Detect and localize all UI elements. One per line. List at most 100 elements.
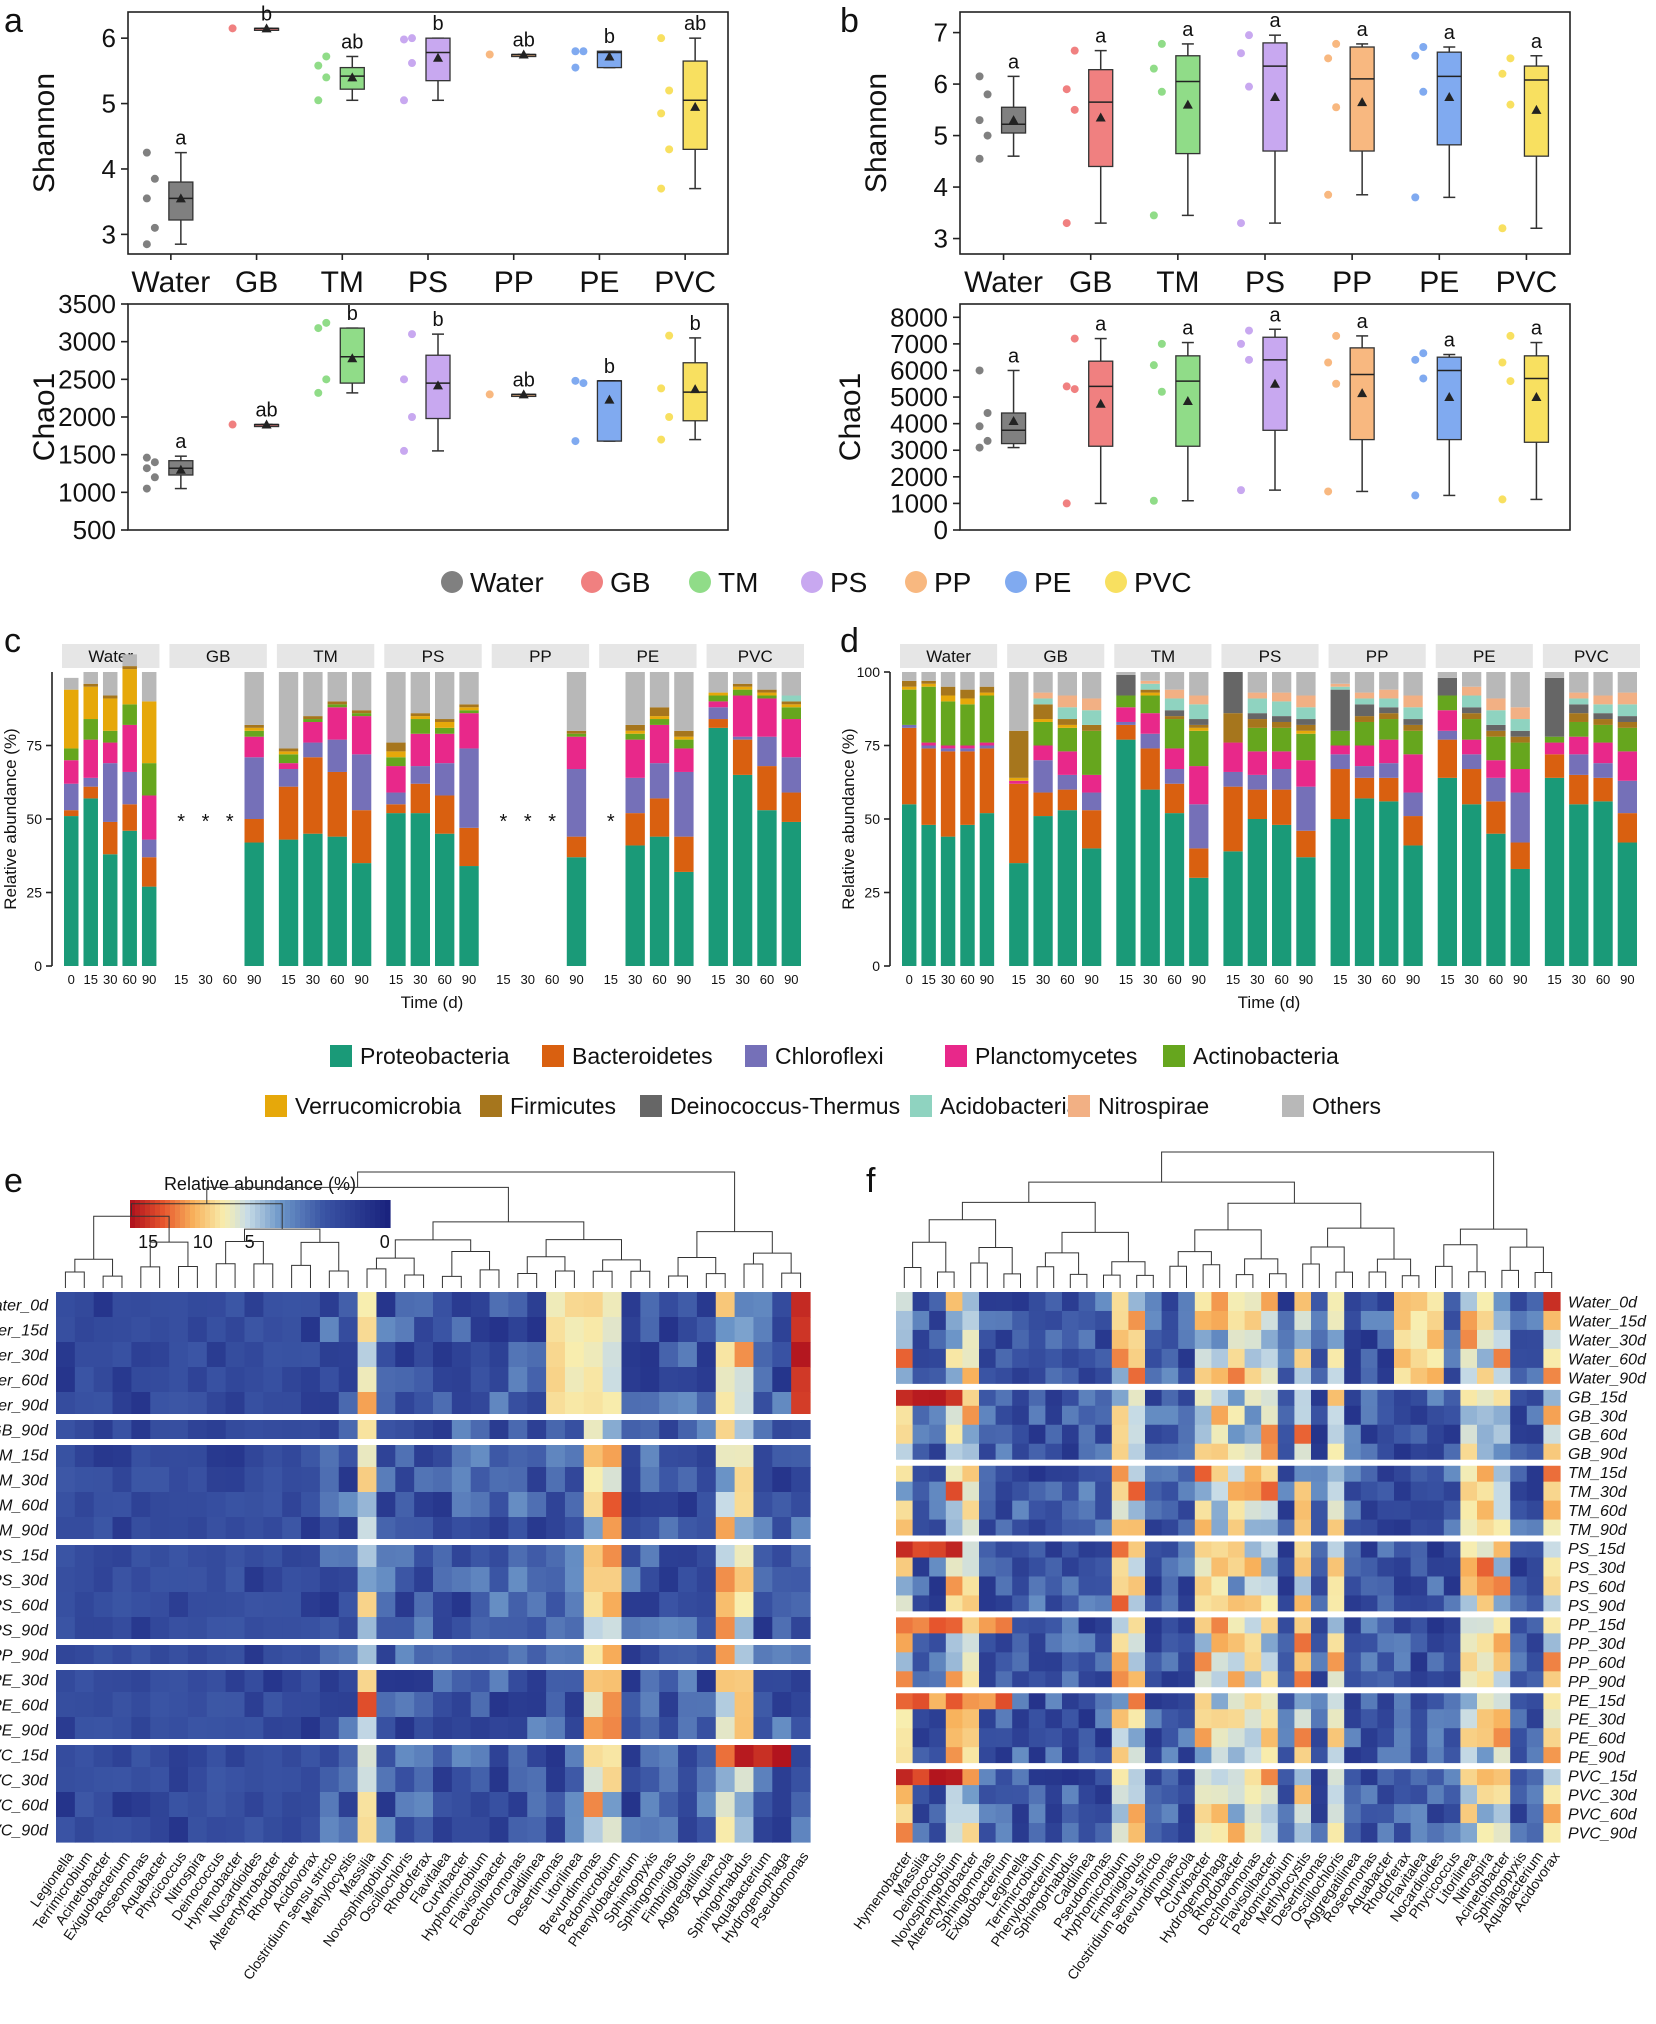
heatmap-cell [1443,1500,1461,1521]
bar-segment-actinobacteria [1569,721,1589,737]
panel-label-e: e [4,1162,23,1200]
dendrogram-branch [102,1275,123,1288]
heatmap-cell [1427,1595,1445,1616]
heatmap-cell [962,1690,980,1710]
heatmap-cell [1244,1652,1262,1672]
heatmap-cell [1095,1766,1113,1786]
heatmap-cell [1161,1424,1179,1445]
significance-letter: a [1095,26,1107,48]
significance-letter: a [1444,330,1456,352]
colorbar-step [380,1200,386,1228]
heatmap-cell [1360,1348,1378,1369]
bar-segment-firmicutes [410,713,430,717]
bar-segment-proteobacteria [1057,810,1077,966]
heatmap-cell [896,1728,914,1748]
colorbar-step [200,1200,206,1228]
heatmap-cell [979,1386,997,1407]
heatmap-cell [1526,1443,1544,1464]
heatmap-cell [357,1742,378,1768]
heatmap-cell [546,1617,566,1643]
dendrogram-branch [1302,1263,1320,1288]
x-tick-label: 15 [921,972,935,987]
heatmap-cell [357,1817,378,1843]
heatmap-cell [1028,1671,1046,1691]
heatmap-cell [56,1592,76,1618]
heatmap-cell [489,1792,509,1818]
heatmap-cell [131,1617,151,1643]
heatmap-cell [1377,1386,1395,1407]
data-point [1157,339,1166,348]
x-tick-label: 30 [1464,972,1478,987]
heatmap-cell [621,1717,641,1743]
heatmap-cell [433,1767,453,1793]
heatmap-cell [734,1742,755,1768]
heatmap-cell [1178,1405,1196,1426]
missing-sample-star: * [499,811,507,833]
heatmap-cell [791,1667,811,1693]
x-tick-label: 90 [784,972,798,987]
heatmap-cell [1410,1538,1428,1559]
heatmap-cell [357,1692,378,1718]
heatmap-cell [734,1667,755,1693]
heatmap-cell [376,1292,396,1318]
heatmap-cell [583,1317,604,1343]
heatmap-cell [929,1766,947,1786]
heatmap-cell [1145,1481,1163,1502]
bar-segment-planctomycetes [708,701,728,708]
heatmap-cell [376,1617,396,1643]
heatmap-cell [1377,1595,1395,1616]
data-point [983,409,992,418]
heatmap-cell [93,1367,114,1393]
heatmap-cell [1360,1671,1378,1691]
heatmap-cell [1360,1785,1378,1805]
heatmap-cell [1078,1747,1096,1767]
heatmap-cell [929,1292,947,1312]
heatmap-cell [696,1667,717,1693]
data-point [1070,334,1079,343]
heatmap-cell [1460,1690,1478,1710]
row-label: PS_60d [0,1598,49,1615]
heatmap-cell [1360,1595,1378,1616]
legend-label: Deinococcus-Thermus [670,1093,900,1119]
row-label: GB_30d [1568,1408,1628,1425]
bar-segment-acidobacteria [781,695,801,702]
x-tick-label: 30 [521,972,535,987]
dendrogram-branch [357,1171,736,1232]
dendrogram-branch [1136,1274,1154,1288]
heatmap-cell [93,1317,114,1343]
heatmap-cell [1526,1348,1544,1369]
bar-segment-actinobacteria [459,710,479,714]
bar-segment-proteobacteria [1164,813,1185,966]
heatmap-cell [1493,1443,1511,1464]
heatmap-cell [1443,1652,1461,1672]
heatmap-cell [659,1742,679,1768]
heatmap-cell [263,1817,283,1843]
heatmap-cell [301,1617,321,1643]
heatmap-cell [734,1492,755,1518]
heatmap-cell [112,1442,132,1468]
heatmap-cell [678,1692,698,1718]
heatmap-cell [1410,1747,1428,1767]
heatmap-cell [1211,1538,1229,1559]
heatmap-cell [791,1342,811,1368]
dendrogram-branch [74,1258,114,1277]
bar-segment-bacteroidetes [351,810,372,864]
facet-label: PVC [1574,647,1609,666]
heatmap-cell [470,1517,491,1543]
heatmap-cell [1294,1823,1312,1843]
facet-label: PS [1259,647,1282,666]
heatmap-cell [1344,1292,1362,1312]
heatmap-cell [131,1542,151,1568]
heatmap-cell [56,1692,76,1718]
facet-label: Water [88,647,133,666]
heatmap-cell [1062,1386,1080,1407]
heatmap-cell [912,1576,930,1597]
heatmap-cell [489,1517,509,1543]
heatmap-cell [1261,1709,1279,1729]
row-label: TM_15d [1568,1465,1628,1482]
heatmap-cell [1526,1292,1544,1312]
heatmap-cell [1477,1576,1495,1597]
heatmap-cell [56,1392,76,1418]
legend-label: Nitrospirae [1098,1093,1209,1119]
